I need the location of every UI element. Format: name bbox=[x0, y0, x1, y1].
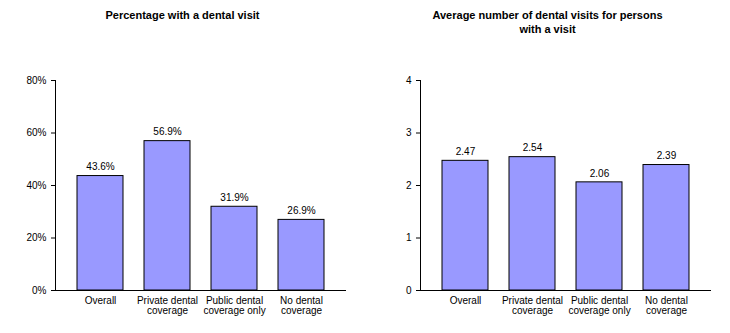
html-text:Average number of dental visit: Average number of dental visits for pers… bbox=[432, 9, 663, 35]
svg-text:26.9%: 26.9% bbox=[287, 205, 315, 216]
svg-text:Public dentalcoverage only: Public dentalcoverage only bbox=[203, 295, 265, 316]
svg-text:4: 4 bbox=[406, 75, 412, 86]
svg-text:2.39: 2.39 bbox=[657, 150, 677, 161]
svg-text:1: 1 bbox=[406, 232, 412, 243]
svg-text:Private dentalcoverage: Private dentalcoverage bbox=[502, 295, 563, 316]
svg-text:20%: 20% bbox=[26, 232, 46, 243]
svg-text:40%: 40% bbox=[26, 180, 46, 191]
svg-text:56.9%: 56.9% bbox=[153, 126, 181, 137]
svg-text:31.9%: 31.9% bbox=[220, 192, 248, 203]
svg-text:2: 2 bbox=[406, 180, 412, 191]
svg-text:2.47: 2.47 bbox=[456, 146, 476, 157]
svg-text:Private dentalcoverage: Private dentalcoverage bbox=[137, 295, 198, 316]
svg-text:No dentalcoverage: No dentalcoverage bbox=[280, 295, 323, 316]
svg-text:2.06: 2.06 bbox=[590, 168, 610, 179]
svg-text:60%: 60% bbox=[26, 127, 46, 138]
svg-text:80%: 80% bbox=[26, 75, 46, 86]
svg-text:43.6%: 43.6% bbox=[86, 161, 114, 172]
svg-text:0: 0 bbox=[406, 285, 412, 296]
svg-text:0%: 0% bbox=[32, 285, 47, 296]
html-text:Percentage with a dental visit: Percentage with a dental visit bbox=[105, 9, 260, 21]
svg-text:Public dentalcoverage only: Public dentalcoverage only bbox=[568, 295, 630, 316]
svg-text:3: 3 bbox=[406, 127, 412, 138]
svg-text:2.54: 2.54 bbox=[523, 142, 543, 153]
svg-text:Overall: Overall bbox=[85, 295, 117, 306]
svg-text:Overall: Overall bbox=[450, 295, 482, 306]
svg-text:No dentalcoverage: No dentalcoverage bbox=[645, 295, 688, 316]
